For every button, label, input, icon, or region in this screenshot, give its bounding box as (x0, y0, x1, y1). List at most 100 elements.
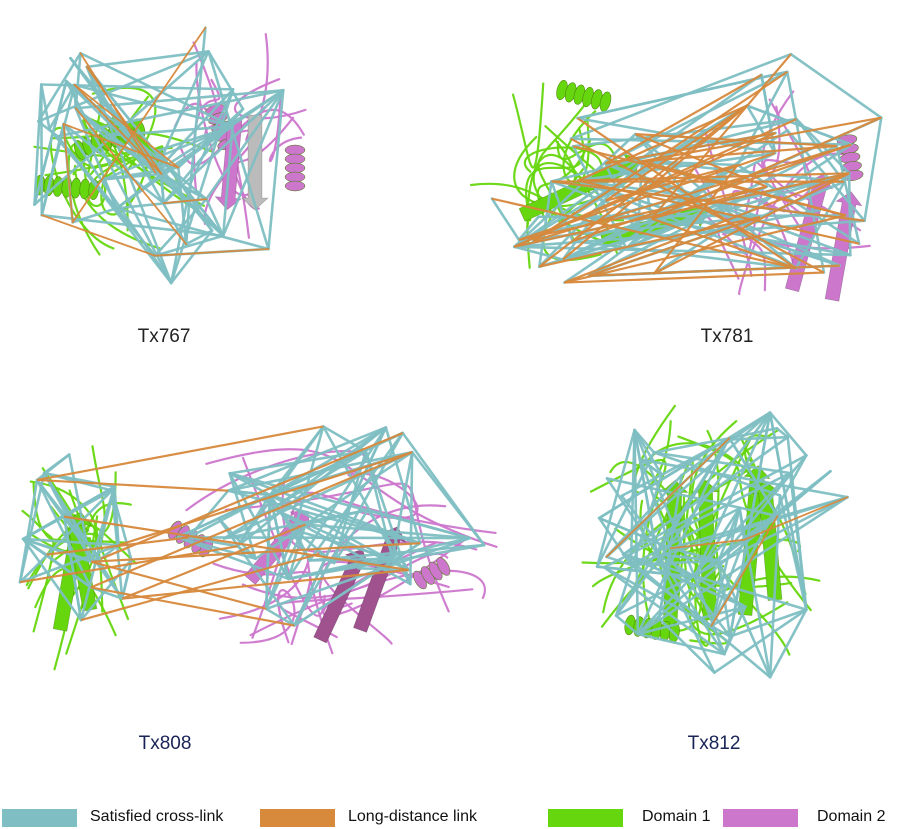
satisfied-cross-link (113, 485, 120, 547)
satisfied-cross-link (738, 506, 746, 542)
satisfied-cross-link (33, 79, 68, 206)
long-distance-link (710, 515, 779, 627)
satisfied-cross-link (267, 88, 285, 251)
satisfied-cross-link (655, 553, 720, 563)
satisfied-cross-link (79, 51, 234, 128)
legend-swatch-satisfied (2, 809, 77, 827)
satisfied-cross-link (614, 495, 849, 617)
satisfied-cross-link (409, 450, 414, 586)
long-distance-link (641, 160, 847, 217)
legend-label-domain2: Domain 2 (817, 808, 886, 825)
domain2-helix-turn (436, 557, 451, 576)
structure-tx781-panel (452, 0, 904, 310)
satisfied-cross-link (538, 235, 640, 269)
satisfied-cross-link (604, 70, 789, 165)
long-distance-link (605, 104, 748, 202)
satisfied-cross-link (835, 144, 861, 245)
domain2-helix-turn (284, 180, 306, 192)
satisfied-cross-link (74, 106, 118, 210)
satisfied-cross-link (633, 428, 664, 477)
satisfied-cross-link (35, 478, 89, 545)
satisfied-cross-link (728, 608, 808, 638)
satisfied-cross-link (160, 172, 165, 205)
long-distance-link (577, 172, 850, 182)
domain1-coil (511, 82, 545, 169)
long-distance-link (162, 198, 208, 204)
satisfied-cross-link (655, 553, 716, 674)
satisfied-cross-link (42, 453, 71, 475)
satisfied-cross-link (221, 88, 285, 238)
long-distance-link (37, 478, 229, 492)
domain2-helix-turn (284, 153, 306, 165)
long-distance-link (118, 451, 413, 547)
satisfied-cross-link (254, 450, 414, 561)
long-distance-link (74, 107, 188, 246)
satisfied-cross-link (18, 471, 46, 584)
caption-tx781: Tx781 (700, 326, 754, 347)
satisfied-cross-link (576, 151, 777, 182)
long-distance-link (46, 536, 189, 556)
satisfied-cross-link (187, 536, 239, 548)
long-distance-link (651, 217, 797, 270)
domain2-helix-turn (284, 144, 306, 156)
structure-tx767-panel (0, 0, 452, 310)
satisfied-cross-link (717, 506, 741, 563)
satisfied-cross-link (286, 557, 394, 581)
long-distance-link (121, 523, 306, 600)
satisfied-cross-link (85, 65, 225, 238)
satisfied-cross-link (292, 541, 422, 627)
satisfied-cross-link (602, 565, 726, 656)
satisfied-cross-link (48, 83, 76, 131)
satisfied-cross-link (236, 494, 272, 547)
structure-tx812-render (581, 404, 849, 679)
satisfied-cross-link (652, 436, 731, 454)
satisfied-cross-link (863, 116, 883, 223)
long-distance-link (62, 123, 180, 169)
domain1-coil (21, 509, 127, 544)
satisfied-cross-link (745, 104, 777, 155)
long-distance-link (634, 133, 768, 188)
domain1-helix-turn (599, 91, 612, 112)
satisfied-cross-link (226, 426, 388, 492)
satisfied-cross-link (680, 411, 772, 477)
domain2-coil (738, 152, 849, 296)
long-distance-link (90, 586, 295, 627)
satisfied-cross-link (786, 129, 866, 223)
satisfied-cross-link (115, 206, 270, 251)
structure-tx781-render (470, 52, 883, 302)
satisfied-cross-link (153, 234, 225, 257)
satisfied-cross-link (102, 166, 180, 181)
satisfied-cross-link (633, 428, 640, 636)
satisfied-cross-link (490, 197, 521, 242)
long-distance-link (73, 83, 163, 175)
domain2-helix (284, 144, 306, 192)
satisfied-cross-link (37, 51, 82, 123)
satisfied-cross-link (726, 435, 789, 441)
satisfied-cross-link (512, 132, 637, 249)
satisfied-cross-link (153, 197, 208, 257)
satisfied-cross-link (636, 495, 849, 636)
legend-swatch-domain1 (548, 809, 623, 827)
satisfied-cross-link (269, 493, 421, 545)
long-distance-link (491, 197, 797, 270)
satisfied-cross-link (785, 70, 826, 274)
satisfied-cross-link (21, 537, 98, 564)
satisfied-cross-link (655, 553, 747, 609)
satisfied-cross-link (366, 508, 472, 540)
long-distance-link (605, 131, 776, 165)
satisfied-cross-link (768, 411, 808, 611)
long-distance-link (90, 451, 413, 589)
satisfied-cross-link (538, 180, 553, 269)
satisfied-cross-link (768, 411, 808, 457)
satisfied-cross-link (723, 635, 732, 656)
satisfied-cross-link (308, 431, 404, 562)
domain1-coil (524, 127, 585, 222)
structure-tx808-render (18, 425, 498, 671)
satisfied-cross-link (269, 493, 410, 572)
satisfied-cross-link (176, 536, 257, 561)
satisfied-cross-link (717, 559, 732, 638)
satisfied-cross-link (62, 515, 83, 622)
satisfied-cross-link (45, 553, 93, 589)
structure-tx767-render (33, 26, 307, 285)
long-distance-link (576, 117, 797, 270)
